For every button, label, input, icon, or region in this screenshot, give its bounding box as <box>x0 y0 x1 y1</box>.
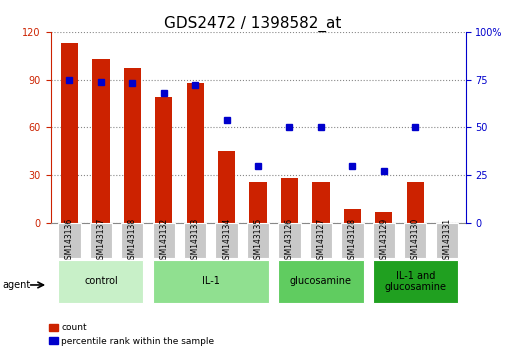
Bar <box>61 43 78 223</box>
Bar <box>218 152 235 223</box>
Text: agent: agent <box>3 280 31 290</box>
FancyBboxPatch shape <box>184 223 206 258</box>
Bar <box>123 69 141 223</box>
Bar <box>343 209 360 223</box>
Text: GSM143137: GSM143137 <box>96 218 105 264</box>
Text: GSM143133: GSM143133 <box>190 218 199 264</box>
FancyBboxPatch shape <box>121 223 143 258</box>
Text: control: control <box>84 276 118 286</box>
Text: GSM143126: GSM143126 <box>284 218 293 264</box>
Text: GSM143134: GSM143134 <box>222 218 231 264</box>
Legend: count, percentile rank within the sample: count, percentile rank within the sample <box>45 320 218 349</box>
Bar <box>155 97 172 223</box>
Bar <box>92 59 109 223</box>
Text: GSM143135: GSM143135 <box>253 218 262 264</box>
FancyBboxPatch shape <box>278 260 363 303</box>
FancyBboxPatch shape <box>372 260 457 303</box>
Text: GSM143131: GSM143131 <box>441 218 450 264</box>
Text: glucosamine: glucosamine <box>289 276 351 286</box>
FancyBboxPatch shape <box>309 223 331 258</box>
FancyBboxPatch shape <box>89 223 112 258</box>
Text: GSM143129: GSM143129 <box>379 218 387 264</box>
Text: IL-1: IL-1 <box>201 276 219 286</box>
FancyBboxPatch shape <box>403 223 426 258</box>
Text: GSM143130: GSM143130 <box>410 218 419 264</box>
FancyBboxPatch shape <box>340 223 363 258</box>
Bar <box>186 83 204 223</box>
FancyBboxPatch shape <box>278 223 300 258</box>
Bar <box>374 212 392 223</box>
Bar <box>312 182 329 223</box>
FancyBboxPatch shape <box>58 223 80 258</box>
FancyBboxPatch shape <box>215 223 237 258</box>
Bar <box>280 178 297 223</box>
FancyBboxPatch shape <box>372 223 394 258</box>
FancyBboxPatch shape <box>246 223 269 258</box>
Bar <box>249 182 266 223</box>
FancyBboxPatch shape <box>153 223 175 258</box>
Text: GSM143132: GSM143132 <box>159 218 168 264</box>
Text: GSM143127: GSM143127 <box>316 218 325 264</box>
Text: GDS2472 / 1398582_at: GDS2472 / 1398582_at <box>164 16 341 32</box>
FancyBboxPatch shape <box>153 260 269 303</box>
FancyBboxPatch shape <box>58 260 143 303</box>
Text: GSM143128: GSM143128 <box>347 218 356 264</box>
Text: GSM143138: GSM143138 <box>128 218 136 264</box>
FancyBboxPatch shape <box>435 223 457 258</box>
Text: IL-1 and
glucosamine: IL-1 and glucosamine <box>383 270 445 292</box>
Bar <box>406 182 423 223</box>
Text: GSM143136: GSM143136 <box>65 218 74 264</box>
